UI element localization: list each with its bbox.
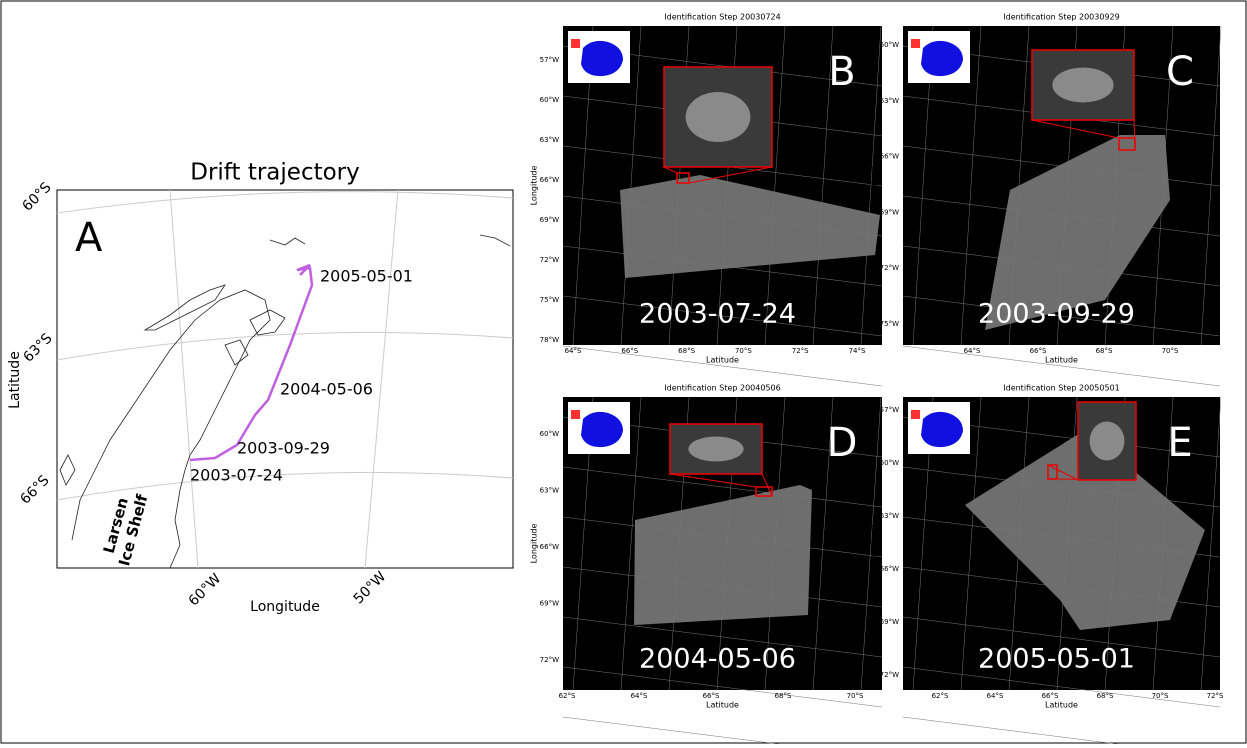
x-tick-label: 68°S xyxy=(1096,347,1113,355)
y-tick-label: 66°W xyxy=(540,176,559,184)
date-label: 2003-07-24 xyxy=(639,299,796,330)
axis-label: Latitude xyxy=(1045,356,1078,365)
date-label: 2003-09-29 xyxy=(237,439,330,458)
y-tick-label: 69°W xyxy=(540,216,559,224)
x-tick-label: 72°S xyxy=(1207,692,1224,700)
x-tick-label: 66°S xyxy=(1030,347,1047,355)
x-tick-label: 70°S xyxy=(1152,692,1169,700)
y-tick-label: 66°W xyxy=(880,153,899,161)
figure: Drift trajectory A 2005-05-01 2004-05-06… xyxy=(0,0,1247,744)
axis-label: Longitude xyxy=(870,524,879,564)
y-tick-label: 72°W xyxy=(540,656,559,664)
x-tick-label: 64°S xyxy=(565,347,582,355)
date-label: 2003-09-29 xyxy=(978,299,1135,330)
x-tick-label: 64°S xyxy=(987,692,1004,700)
iceberg xyxy=(686,92,751,142)
y-tick-label: 72°W xyxy=(880,264,899,272)
axis-label: Longitude xyxy=(530,524,539,564)
date-label: 2005-05-01 xyxy=(320,267,413,286)
y-tick-label: 63°W xyxy=(880,97,899,105)
x-tick-label: 72°S xyxy=(792,347,809,355)
iceberg xyxy=(688,437,743,462)
iceberg xyxy=(1090,422,1125,461)
inset-highlight xyxy=(571,39,580,48)
x-tick-label: 70°S xyxy=(1162,347,1179,355)
date-label: 2003-07-24 xyxy=(190,466,283,485)
y-tick-label: 63°W xyxy=(540,487,559,495)
date-label: 2004-05-06 xyxy=(639,644,796,675)
panel-title: Identification Step 20030724 xyxy=(664,13,780,22)
inset-highlight xyxy=(571,410,580,419)
panel-letter: B xyxy=(828,49,855,95)
x-tick-label: 64°S xyxy=(631,692,648,700)
panel-letter: C xyxy=(1166,49,1194,95)
x-tick-label: 70°S xyxy=(847,692,864,700)
y-tick-label: 60°W xyxy=(880,41,899,49)
panel-title: Identification Step 20030929 xyxy=(1003,13,1119,22)
axis-label: Longitude xyxy=(870,166,879,206)
axis-label: Latitude xyxy=(7,351,23,409)
x-tick-label: 68°S xyxy=(775,692,792,700)
date-label: 2004-05-06 xyxy=(280,380,373,399)
y-tick-label: 69°W xyxy=(880,208,899,216)
x-tick-label: 70°S xyxy=(735,347,752,355)
y-tick-label: 63°W xyxy=(880,512,899,520)
y-tick-label: 69°W xyxy=(880,618,899,626)
axis-label: Latitude xyxy=(1045,701,1078,710)
y-tick-label: 72°W xyxy=(540,256,559,264)
y-tick-label: 57°W xyxy=(880,406,899,414)
y-tick-label: 60°W xyxy=(880,459,899,467)
y-tick-label: 69°W xyxy=(540,600,559,608)
date-label: 2005-05-01 xyxy=(978,644,1135,675)
x-tick-label: 68°S xyxy=(678,347,695,355)
panel-title: Identification Step 20040506 xyxy=(664,384,780,393)
x-tick-label: 74°S xyxy=(849,347,866,355)
panel-letter: A xyxy=(75,215,103,261)
x-tick-label: 66°S xyxy=(1042,692,1059,700)
inset-highlight xyxy=(911,410,920,419)
panel-title: Identification Step 20050501 xyxy=(1003,384,1119,393)
y-tick-label: 66°W xyxy=(540,543,559,551)
axis-label: Latitude xyxy=(706,701,739,710)
y-tick-label: 63°W xyxy=(540,136,559,144)
x-tick-label: 62°S xyxy=(932,692,949,700)
y-tick-label: 60°W xyxy=(540,96,559,104)
y-tick-label: 57°W xyxy=(540,56,559,64)
panel-letter: D xyxy=(827,420,858,466)
axis-label: Longitude xyxy=(530,166,539,206)
x-tick-label: 66°S xyxy=(621,347,638,355)
y-tick-label: 78°W xyxy=(540,336,559,344)
panel-letter: E xyxy=(1167,420,1192,466)
y-tick-label: 66°W xyxy=(880,565,899,573)
axis-label: Longitude xyxy=(250,599,320,615)
y-tick-label: 75°W xyxy=(880,320,899,328)
x-tick-label: 62°S xyxy=(559,692,576,700)
x-tick-label: 64°S xyxy=(964,347,981,355)
y-tick-label: 75°W xyxy=(540,296,559,304)
iceberg xyxy=(1052,68,1113,103)
y-tick-label: 72°W xyxy=(880,671,899,679)
x-tick-label: 68°S xyxy=(1097,692,1114,700)
axis-label: Latitude xyxy=(706,356,739,365)
y-tick-label: 60°W xyxy=(540,430,559,438)
inset-highlight xyxy=(911,39,920,48)
panel-title: Drift trajectory xyxy=(190,160,360,186)
x-tick-label: 66°S xyxy=(703,692,720,700)
